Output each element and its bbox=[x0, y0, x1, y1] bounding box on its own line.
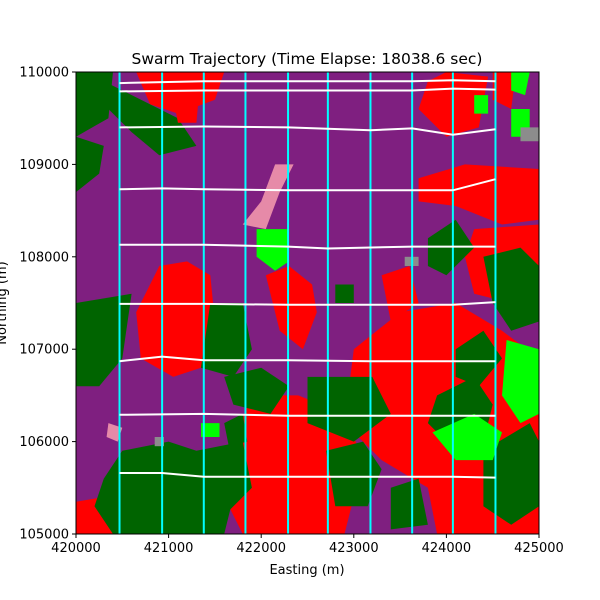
chart-title: Swarm Trajectory (Time Elapse: 18038.6 s… bbox=[132, 50, 483, 68]
landcover-patch-forest bbox=[76, 136, 104, 193]
landcover-patch-pink bbox=[242, 164, 294, 230]
horizontal-trajectories bbox=[119, 79, 496, 479]
landcover-patch-bright-green bbox=[201, 423, 220, 437]
landcover-patch-forest bbox=[483, 247, 539, 331]
plot-frame bbox=[75, 71, 540, 535]
landcover-patch-forest bbox=[483, 423, 539, 525]
horizontal-path-5 bbox=[119, 243, 496, 250]
landcover-patch-red bbox=[381, 266, 419, 322]
landcover-patch-forest bbox=[76, 293, 132, 387]
landcover-patch-forest bbox=[335, 284, 354, 303]
landcover-patch-forest bbox=[326, 441, 382, 507]
y-tick-label: 107000 bbox=[19, 343, 69, 358]
horizontal-path-9 bbox=[119, 472, 496, 479]
y-tick-label: 109000 bbox=[19, 158, 69, 173]
horizontal-path-6 bbox=[119, 301, 496, 306]
landcover-patch-forest bbox=[76, 72, 113, 137]
y-tick-label: 108000 bbox=[19, 250, 69, 265]
landcover-patch-red bbox=[265, 266, 317, 350]
landcover-patch-forest bbox=[201, 303, 252, 377]
landcover-patch-pink bbox=[106, 423, 123, 442]
landcover-patch-forest bbox=[196, 441, 252, 516]
landcover-patch-red bbox=[492, 72, 516, 109]
x-axis-title: Easting (m) bbox=[269, 563, 344, 578]
landcover-patch-bright-green bbox=[511, 72, 530, 96]
y-tick-label: 105000 bbox=[19, 528, 69, 543]
landcover-patch-forest bbox=[224, 413, 248, 447]
y-tick-label: 106000 bbox=[19, 435, 69, 450]
x-tick-label: 421000 bbox=[144, 541, 194, 556]
landcover-patch-bright-green bbox=[474, 95, 489, 114]
y-tick-label: 110000 bbox=[19, 66, 69, 81]
vertical-trajectories bbox=[118, 72, 497, 534]
horizontal-path-2 bbox=[119, 79, 496, 85]
horizontal-path-7 bbox=[119, 355, 496, 363]
landcover-patch-bright-green bbox=[432, 413, 502, 461]
map-area bbox=[75, 71, 540, 535]
landcover-patch-forest bbox=[103, 81, 197, 156]
y-axis: 105000 106000 107000 108000 109000 110000 bbox=[19, 66, 76, 543]
x-axis: 420000 421000 422000 423000 424000 425000 bbox=[51, 534, 564, 556]
x-tick-label: 423000 bbox=[329, 541, 379, 556]
y-axis-title: Northing (m) bbox=[0, 261, 10, 344]
landcover-patch-forest bbox=[390, 478, 428, 530]
x-tick-label: 424000 bbox=[422, 541, 472, 556]
landcover-patch-red bbox=[168, 72, 201, 123]
horizontal-path-8 bbox=[119, 412, 496, 417]
landcover-patch-red bbox=[418, 164, 539, 225]
horizontal-path-4 bbox=[119, 178, 496, 192]
horizontal-path-3 bbox=[119, 125, 496, 136]
x-tick-label: 425000 bbox=[514, 541, 564, 556]
x-tick-label: 420000 bbox=[51, 541, 101, 556]
landcover-patch-bright-green bbox=[502, 340, 539, 424]
x-tick-label: 422000 bbox=[236, 541, 286, 556]
horizontal-path-1 bbox=[119, 87, 496, 93]
landcover-patch-gray bbox=[520, 127, 539, 142]
landcover-patch-bright-green bbox=[256, 229, 289, 271]
landcover-patch-forest bbox=[224, 367, 289, 414]
landcover-patch-forest bbox=[455, 330, 502, 387]
landcover-patch-red bbox=[136, 261, 215, 377]
